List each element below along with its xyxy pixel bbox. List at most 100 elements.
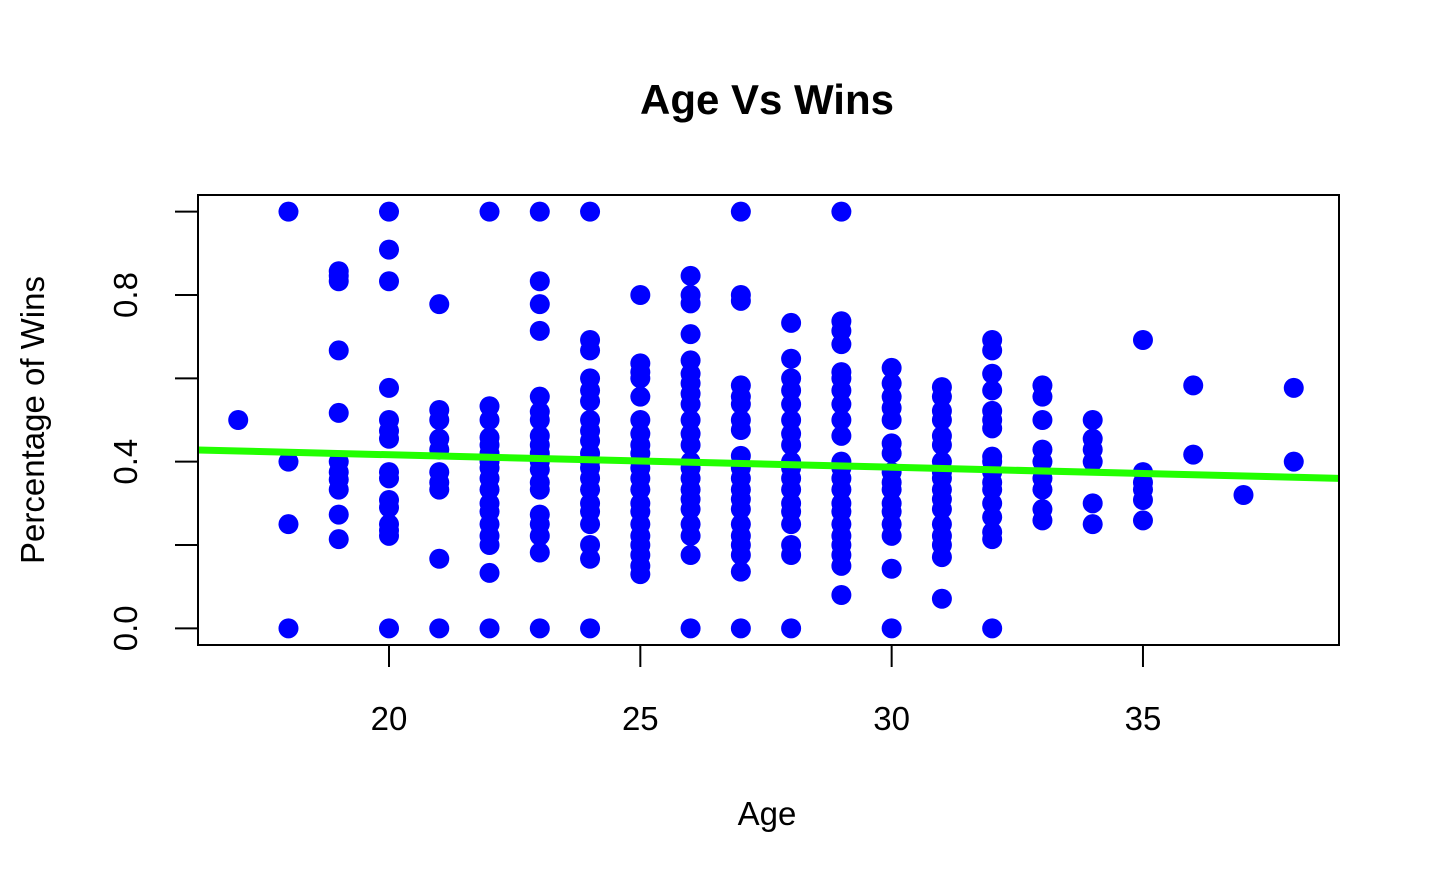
scatter-point xyxy=(982,529,1003,550)
scatter-point xyxy=(479,562,500,583)
scatter-point xyxy=(680,435,701,455)
scatter-point xyxy=(881,357,902,378)
scatter-point xyxy=(730,201,751,222)
x-axis: 20 25 30 35 xyxy=(371,644,1161,737)
scatter-point xyxy=(479,535,500,555)
scatter-point xyxy=(730,545,751,565)
scatter-point xyxy=(580,391,601,412)
scatter-point xyxy=(1132,490,1153,510)
scatter-point xyxy=(228,410,249,430)
scatter-point xyxy=(529,294,550,315)
scatter-point xyxy=(781,618,802,639)
x-axis-label: Age xyxy=(738,795,797,832)
scatter-point xyxy=(328,479,349,500)
scatter-point xyxy=(931,386,952,407)
scatter-point xyxy=(1032,510,1053,531)
scatter-point xyxy=(529,479,550,500)
scatter-point xyxy=(379,468,400,489)
scatter-point xyxy=(379,239,400,260)
scatter-point xyxy=(831,410,852,430)
scatter-point xyxy=(1032,451,1053,472)
scatter-point xyxy=(831,555,852,576)
scatter-point xyxy=(529,618,550,639)
scatter-point xyxy=(680,293,701,314)
scatter-point xyxy=(529,271,550,292)
scatter-point xyxy=(982,363,1003,384)
scatter-point xyxy=(630,479,651,500)
scatter-point xyxy=(630,386,651,407)
scatter-point xyxy=(630,410,651,430)
scatter-point xyxy=(781,380,802,401)
scatter-point xyxy=(379,525,400,546)
scatter-point xyxy=(881,443,902,464)
scatter-point xyxy=(580,201,601,222)
scatter-point xyxy=(429,479,450,500)
chart-title: Age Vs Wins xyxy=(640,76,894,123)
scatter-point xyxy=(529,386,550,407)
scatter-point xyxy=(529,410,550,430)
scatter-point xyxy=(931,588,952,609)
scatter-point xyxy=(1183,375,1204,396)
scatter-point xyxy=(831,334,852,355)
scatter-point xyxy=(1183,444,1204,465)
scatter-point xyxy=(680,499,701,520)
scatter-point xyxy=(429,294,450,315)
scatter-point xyxy=(1082,514,1103,535)
scatter-point xyxy=(1283,377,1304,398)
scatter-point xyxy=(1082,451,1103,472)
scatter-point xyxy=(1082,493,1103,514)
scatter-point xyxy=(278,201,299,222)
scatter-point xyxy=(680,394,701,415)
scatter-point xyxy=(982,493,1003,514)
scatter-point xyxy=(831,479,852,500)
scatter-point xyxy=(479,410,500,430)
scatter-point xyxy=(680,324,701,345)
scatter-point xyxy=(1032,386,1053,407)
scatter-point xyxy=(831,394,852,415)
scatter-point xyxy=(379,428,400,449)
y-tick-label: 0.8 xyxy=(107,272,144,318)
scatter-point xyxy=(781,545,802,565)
scatter-point xyxy=(580,479,601,500)
scatter-point xyxy=(831,380,852,401)
x-tick-label: 25 xyxy=(622,700,659,737)
scatter-point xyxy=(630,368,651,389)
scatter-point xyxy=(831,201,852,222)
scatter-point xyxy=(982,418,1003,439)
scatter-point xyxy=(931,410,952,430)
x-tick-label: 20 xyxy=(371,700,408,737)
scatter-point xyxy=(529,320,550,341)
scatter-point xyxy=(278,451,299,472)
y-tick-label: 0.0 xyxy=(107,605,144,651)
scatter-point xyxy=(278,514,299,535)
scatter-point xyxy=(580,548,601,569)
scatter-point xyxy=(1032,410,1053,430)
scatter-point xyxy=(730,394,751,415)
scatter-point xyxy=(982,618,1003,639)
scatter-point xyxy=(730,618,751,639)
scatter-point xyxy=(379,497,400,518)
scatter-point xyxy=(479,396,500,417)
scatter-point xyxy=(328,504,349,525)
scatter-point xyxy=(680,525,701,546)
scatter-point xyxy=(580,514,601,535)
scatter-point xyxy=(379,201,400,222)
scatter-point xyxy=(881,479,902,500)
scatter-point xyxy=(680,265,701,286)
scatter-point xyxy=(982,380,1003,401)
scatter-point xyxy=(680,545,701,565)
scatter-point xyxy=(630,564,651,585)
y-tick-label: 0.4 xyxy=(107,439,144,485)
scatter-point xyxy=(881,410,902,430)
scatter-point xyxy=(781,435,802,455)
scatter-point xyxy=(429,410,450,430)
y-axis: 0.0 0.4 0.8 xyxy=(107,210,199,651)
scatter-point xyxy=(580,535,601,555)
scatter-point xyxy=(931,435,952,455)
scatter-point xyxy=(781,348,802,369)
scatter-point xyxy=(730,420,751,440)
scatter-point xyxy=(1283,451,1304,472)
scatter-point xyxy=(529,525,550,546)
scatter-point xyxy=(1082,410,1103,430)
